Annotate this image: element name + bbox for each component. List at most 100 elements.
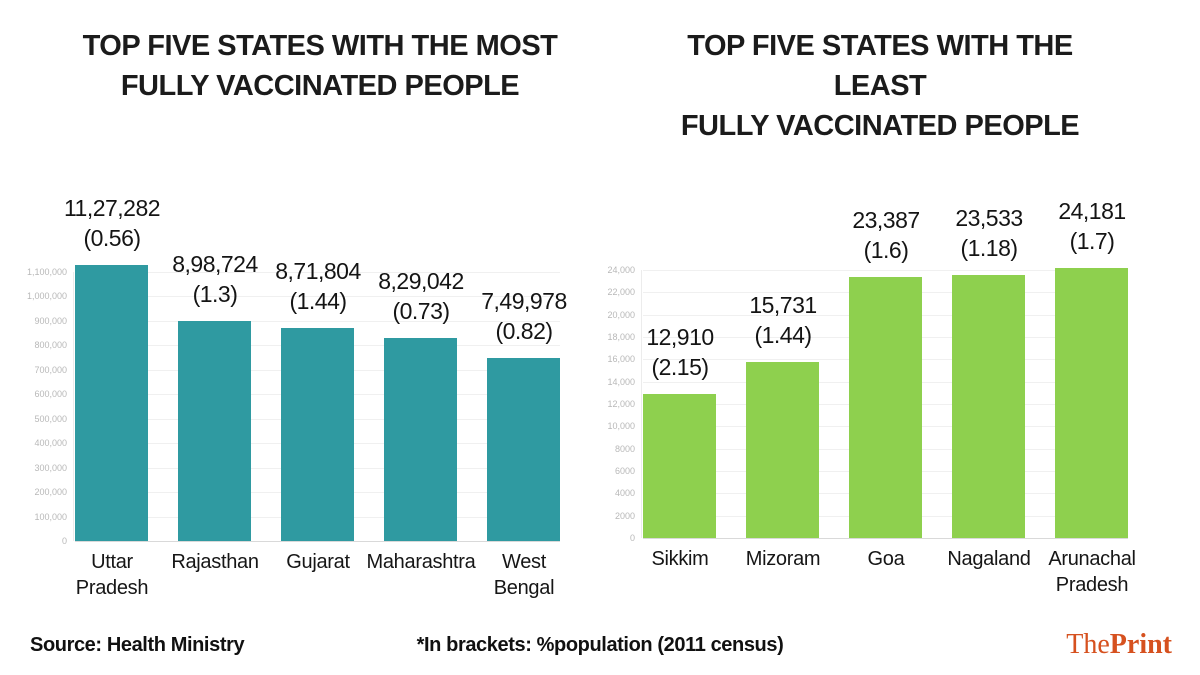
bar-percent-text: (1.7) — [1069, 228, 1115, 254]
bar-value-label: 12,910 (2.15) — [600, 322, 760, 382]
y-axis-line — [641, 270, 642, 538]
bar-value-label: 11,27,282 (0.56) — [32, 193, 192, 253]
x-category-line: Pradesh — [75, 577, 149, 599]
footnote-text: *In brackets: %population (2011 census) — [416, 634, 784, 656]
bar — [487, 358, 560, 541]
y-tick-label: 16,000 — [607, 354, 635, 364]
y-tick-label: 800,000 — [34, 340, 67, 350]
y-tick-label: 1,100,000 — [26, 267, 67, 277]
x-category-label: Rajasthan — [145, 549, 285, 575]
bar-value-label: 7,49,978 (0.82) — [444, 286, 604, 346]
theprint-logo-the: The — [1066, 629, 1110, 660]
x-category-line: Gujarat — [286, 551, 350, 573]
bar — [849, 277, 922, 538]
gridline — [75, 272, 560, 273]
x-category-line: Uttar — [91, 551, 133, 573]
baseline — [643, 538, 1128, 539]
y-tick-label: 6000 — [614, 466, 635, 476]
chart-title-most-line2: FULLY VACCINATED PEOPLE — [120, 70, 520, 102]
bar-value-label: 24,181 (1.7) — [1012, 196, 1172, 256]
bar-value-text: 8,29,042 — [378, 268, 464, 294]
baseline — [75, 541, 560, 542]
chart-title-least-vaccinated: TOP FIVE STATES WITH THE LEAST FULLY VAC… — [640, 26, 1120, 146]
y-tick-label: 8000 — [614, 444, 635, 454]
y-tick-label: 4000 — [614, 488, 635, 498]
y-axis-line — [73, 272, 74, 541]
bar-value-label: 8,29,042 (0.73) — [341, 266, 501, 326]
y-tick-label: 200,000 — [34, 487, 67, 497]
x-category-line: Nagaland — [947, 548, 1031, 570]
bar-value-label: 23,533 (1.18) — [909, 203, 1069, 263]
x-category-line: West — [502, 551, 546, 573]
bar — [746, 362, 819, 538]
bar — [281, 328, 354, 541]
y-tick-label: 0 — [629, 533, 635, 543]
bar-percent-text: (0.82) — [495, 318, 553, 344]
x-category-label: Arunachal Pradesh — [1022, 546, 1162, 598]
bar-percent-text: (2.15) — [651, 354, 709, 380]
x-category-label: Goa — [816, 546, 956, 572]
y-tick-label: 20,000 — [607, 310, 635, 320]
y-tick-label: 18,000 — [607, 332, 635, 342]
x-category-line: Sikkim — [651, 548, 709, 570]
y-tick-label: 22,000 — [607, 287, 635, 297]
bar-value-label: 8,98,724 (1.3) — [135, 249, 295, 309]
x-category-label: Gujarat — [248, 549, 388, 575]
y-tick-label: 0 — [61, 536, 67, 546]
x-category-line: Arunachal — [1048, 548, 1136, 570]
source-text: Source: Health Ministry — [30, 634, 245, 656]
x-category-label: West Bengal — [454, 549, 594, 601]
chart-title-least-line1: TOP FIVE STATES WITH THE LEAST — [687, 30, 1073, 102]
bar-value-text: 24,181 — [1058, 198, 1126, 224]
bar-value-label: 23,387 (1.6) — [806, 205, 966, 265]
y-tick-label: 600,000 — [34, 389, 67, 399]
x-category-line: Mizoram — [745, 548, 821, 570]
bar-percent-text: (1.44) — [754, 322, 812, 348]
y-tick-label: 100,000 — [34, 512, 67, 522]
x-category-label: Nagaland — [919, 546, 1059, 572]
y-tick-label: 10,000 — [607, 421, 635, 431]
bar-value-text: 23,387 — [852, 207, 920, 233]
x-category-label: Uttar Pradesh — [42, 549, 182, 601]
y-tick-label: 500,000 — [34, 414, 67, 424]
y-tick-label: 400,000 — [34, 438, 67, 448]
bar-value-text: 12,910 — [646, 324, 714, 350]
bar — [952, 275, 1025, 538]
x-category-line: Bengal — [493, 577, 555, 599]
x-category-line: Maharashtra — [366, 551, 476, 573]
bar-value-text: 8,71,804 — [275, 258, 361, 284]
bar-percent-text: (1.44) — [289, 288, 347, 314]
bar — [384, 338, 457, 541]
gridline — [75, 321, 560, 322]
x-category-label: Sikkim — [610, 546, 750, 572]
bar-value-text: 11,27,282 — [63, 195, 161, 221]
bar-value-label: 8,71,804 (1.44) — [238, 256, 398, 316]
x-category-label: Mizoram — [713, 546, 853, 572]
bar-value-text: 15,731 — [749, 292, 817, 318]
y-tick-label: 14,000 — [607, 377, 635, 387]
y-tick-label: 700,000 — [34, 365, 67, 375]
y-tick-label: 24,000 — [607, 265, 635, 275]
y-tick-label: 1,000,000 — [26, 291, 67, 301]
chart-title-least-line2: FULLY VACCINATED PEOPLE — [680, 110, 1080, 142]
bar-value-text: 8,98,724 — [172, 251, 258, 277]
bar — [75, 265, 148, 541]
x-category-line: Rajasthan — [171, 551, 259, 573]
bar-percent-text: (0.73) — [392, 298, 450, 324]
x-category-label: Maharashtra — [351, 549, 491, 575]
theprint-logo-print: Print — [1109, 629, 1172, 660]
y-tick-label: 900,000 — [34, 316, 67, 326]
chart-title-most-line1: TOP FIVE STATES WITH THE MOST — [82, 30, 558, 62]
bar-percent-text: (1.3) — [192, 281, 238, 307]
gridline — [643, 270, 1128, 271]
bar — [178, 321, 251, 541]
y-tick-label: 2000 — [614, 511, 635, 521]
bar-value-label: 15,731 (1.44) — [703, 290, 863, 350]
chart-title-most-vaccinated: TOP FIVE STATES WITH THE MOST FULLY VACC… — [40, 26, 600, 106]
bar-value-text: 23,533 — [955, 205, 1023, 231]
y-tick-label: 300,000 — [34, 463, 67, 473]
bar-percent-text: (0.56) — [83, 225, 141, 251]
